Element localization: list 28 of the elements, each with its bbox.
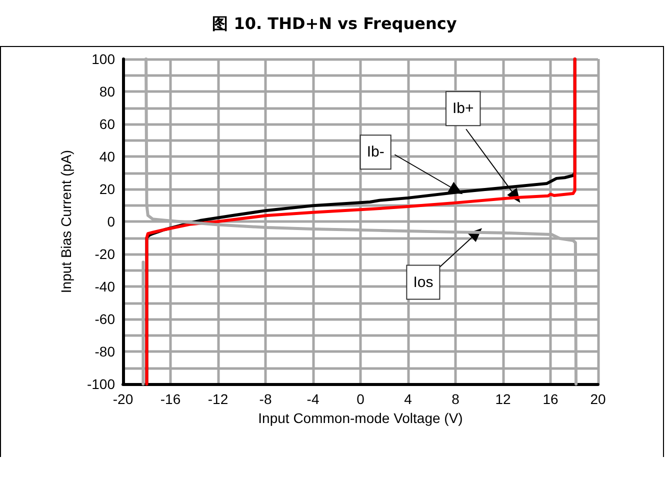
x-tick-label: 16 (542, 391, 558, 407)
x-tick-label: 8 (452, 391, 460, 407)
y-tick-label: 60 (99, 116, 116, 132)
x-tick-label: 0 (356, 391, 365, 407)
x-tick-label: 12 (495, 391, 511, 407)
annotation: Ib- (366, 144, 384, 161)
y-axis-title: Input Bias Current (pA) (58, 150, 74, 294)
y-tick-label: 0 (107, 214, 116, 230)
y-tick-label: 40 (99, 148, 116, 164)
annotation: Ib+ (452, 100, 474, 118)
y-tick-label: 100 (92, 51, 116, 67)
y-tick-label: 80 (99, 84, 116, 100)
y-tick-label: -20 (94, 246, 116, 262)
chart-title: 图 10. THD+N vs Frequency (211, 14, 458, 35)
y-tick-label: -40 (94, 278, 116, 294)
x-tick-label: -8 (259, 391, 272, 407)
x-tick-label: -4 (306, 391, 320, 407)
y-tick-label: -100 (86, 376, 116, 392)
y-tick-label: -60 (94, 311, 116, 327)
x-tick-label: 4 (404, 391, 412, 407)
x-tick-label: -20 (112, 391, 134, 407)
y-tick-label: 20 (99, 181, 116, 197)
x-tick-label: -12 (208, 391, 228, 407)
y-tick-label: -80 (94, 344, 116, 360)
x-tick-label: 20 (590, 391, 606, 407)
x-tick-label: -16 (160, 391, 181, 407)
x-axis-title: Input Common-mode Voltage (V) (258, 410, 463, 426)
annotation: Ios (413, 274, 434, 291)
